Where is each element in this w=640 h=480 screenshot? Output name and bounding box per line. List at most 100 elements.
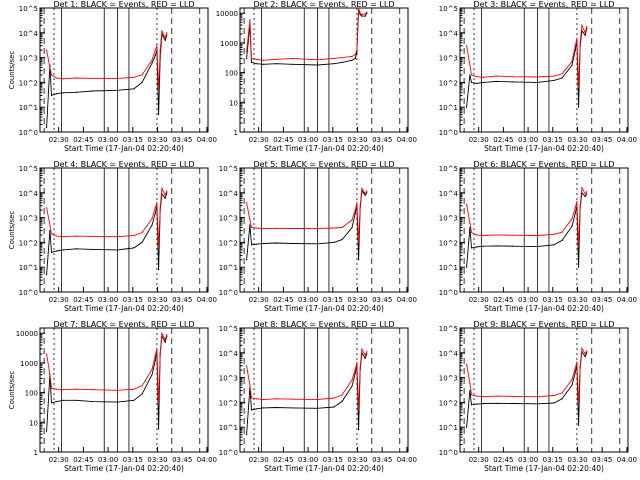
y-tick-label: 10^3 xyxy=(19,215,38,223)
x-tick-label: 03:30 xyxy=(347,296,367,304)
series-events-point xyxy=(255,408,258,410)
series-events-point xyxy=(75,248,77,250)
y-tick-label: 10^4 xyxy=(439,190,459,198)
y-tick-label: 10^5 xyxy=(219,165,238,173)
x-tick-label: 03:30 xyxy=(567,456,587,464)
series-events-point xyxy=(262,63,264,65)
x-axis-label: Start Time (17-Jan-04 02:20:40) xyxy=(64,304,184,313)
series-lld-point xyxy=(62,236,64,238)
series-lld-point xyxy=(92,235,94,237)
series-lld-point xyxy=(577,87,580,89)
series-lld-point xyxy=(50,233,53,235)
series-lld-point xyxy=(275,58,277,60)
series-lld-point xyxy=(157,247,160,249)
series-lld-point xyxy=(49,66,51,69)
y-tick-label: 10^3 xyxy=(439,375,458,383)
x-tick-label: 02:45 xyxy=(493,136,513,144)
series-lld-point xyxy=(577,245,580,247)
series-events-point xyxy=(357,429,360,431)
series-events-point xyxy=(553,79,555,82)
series-events-point xyxy=(584,34,586,36)
series-lld-point xyxy=(571,218,573,220)
series-events-point xyxy=(366,353,368,355)
x-tick-label: 03:45 xyxy=(592,456,612,464)
y-tick-label: 10^3 xyxy=(219,375,238,383)
x-tick-label: 03:30 xyxy=(347,456,367,464)
series-lld-point xyxy=(366,190,368,192)
series-lld-point xyxy=(133,234,135,237)
series-lld-point xyxy=(553,75,555,77)
series-events-point xyxy=(586,193,588,195)
series-events-point xyxy=(512,245,514,247)
y-tick-label: 10^0 xyxy=(439,449,458,457)
series-events-line xyxy=(46,32,168,128)
series-events-point xyxy=(577,106,580,108)
series-lld-point xyxy=(536,76,539,78)
series-lld-point xyxy=(470,231,473,234)
series-lld-point xyxy=(351,219,353,221)
x-tick-label: 03:30 xyxy=(567,296,587,304)
series-lld-point xyxy=(156,45,158,47)
series-lld-point xyxy=(482,234,484,237)
x-tick-label: 02:30 xyxy=(469,296,489,304)
y-tick-label: 10^1 xyxy=(19,264,38,272)
y-tick-label: 10^5 xyxy=(19,165,38,173)
series-events-point xyxy=(116,89,119,91)
series-lld-point xyxy=(351,379,353,381)
series-lld-point xyxy=(141,74,143,76)
series-lld-point xyxy=(495,75,497,77)
series-lld-point xyxy=(366,11,368,13)
series-lld-point xyxy=(164,194,166,196)
series-events-point xyxy=(249,224,251,226)
series-lld-point xyxy=(482,396,484,398)
x-tick-label: 03:00 xyxy=(298,136,318,144)
series-events-point xyxy=(245,259,248,261)
series-lld-point xyxy=(469,64,471,66)
y-tick-label: 10^0 xyxy=(219,449,238,457)
series-events-point xyxy=(62,399,64,401)
series-events-point xyxy=(133,88,135,90)
series-lld-line xyxy=(46,186,168,248)
series-lld-point xyxy=(341,226,343,229)
x-tick-label: 04:00 xyxy=(397,456,417,464)
y-tick-label: 10000 xyxy=(216,10,238,18)
series-events-point xyxy=(151,62,153,64)
x-tick-label: 03:15 xyxy=(123,296,143,304)
series-events-point xyxy=(341,61,343,64)
x-tick-label: 03:30 xyxy=(567,136,587,144)
series-lld-point xyxy=(356,202,358,204)
y-tick-label: 10^5 xyxy=(439,325,458,333)
series-lld-point xyxy=(164,37,166,39)
y-tick-label: 100 xyxy=(25,390,38,398)
panel-det-6: Det 6: BLACK = Events, RED = LLD 10^0 10^1… xyxy=(439,160,637,313)
series-events-point xyxy=(475,246,478,248)
x-tick-label: 02:30 xyxy=(469,136,489,144)
series-events-point xyxy=(255,243,258,245)
series-lld-point xyxy=(333,57,335,60)
x-axis-label: Start Time (17-Jan-04 02:20:40) xyxy=(484,464,604,473)
y-tick-label: 100 xyxy=(225,70,238,78)
x-tick-label: 02:45 xyxy=(493,456,513,464)
plot-frame xyxy=(239,7,409,133)
x-axis-label: Start Time (17-Jan-04 02:20:40) xyxy=(64,464,184,473)
series-events-point xyxy=(262,242,264,245)
x-tick-label: 03:45 xyxy=(592,136,612,144)
panel-title: Det 1: BLACK = Events, RED = LLD xyxy=(54,0,195,9)
series-events-point xyxy=(92,90,94,92)
series-lld-point xyxy=(159,49,161,51)
series-events-point xyxy=(469,74,471,76)
x-tick-label: 04:00 xyxy=(197,296,217,304)
series-lld-point xyxy=(357,241,360,243)
series-events-point xyxy=(536,245,539,248)
series-lld-point xyxy=(250,226,253,229)
series-lld-point xyxy=(561,231,563,233)
x-tick-label: 02:45 xyxy=(493,296,513,304)
series-events-point xyxy=(141,81,143,83)
series-events-point xyxy=(316,407,319,409)
y-tick-label: 10^3 xyxy=(439,55,458,63)
series-lld-point xyxy=(470,394,473,396)
series-lld-point xyxy=(354,368,356,370)
series-lld-point xyxy=(159,207,161,209)
y-axis-label: Counts/sec xyxy=(8,371,16,410)
series-events-point xyxy=(577,266,580,268)
